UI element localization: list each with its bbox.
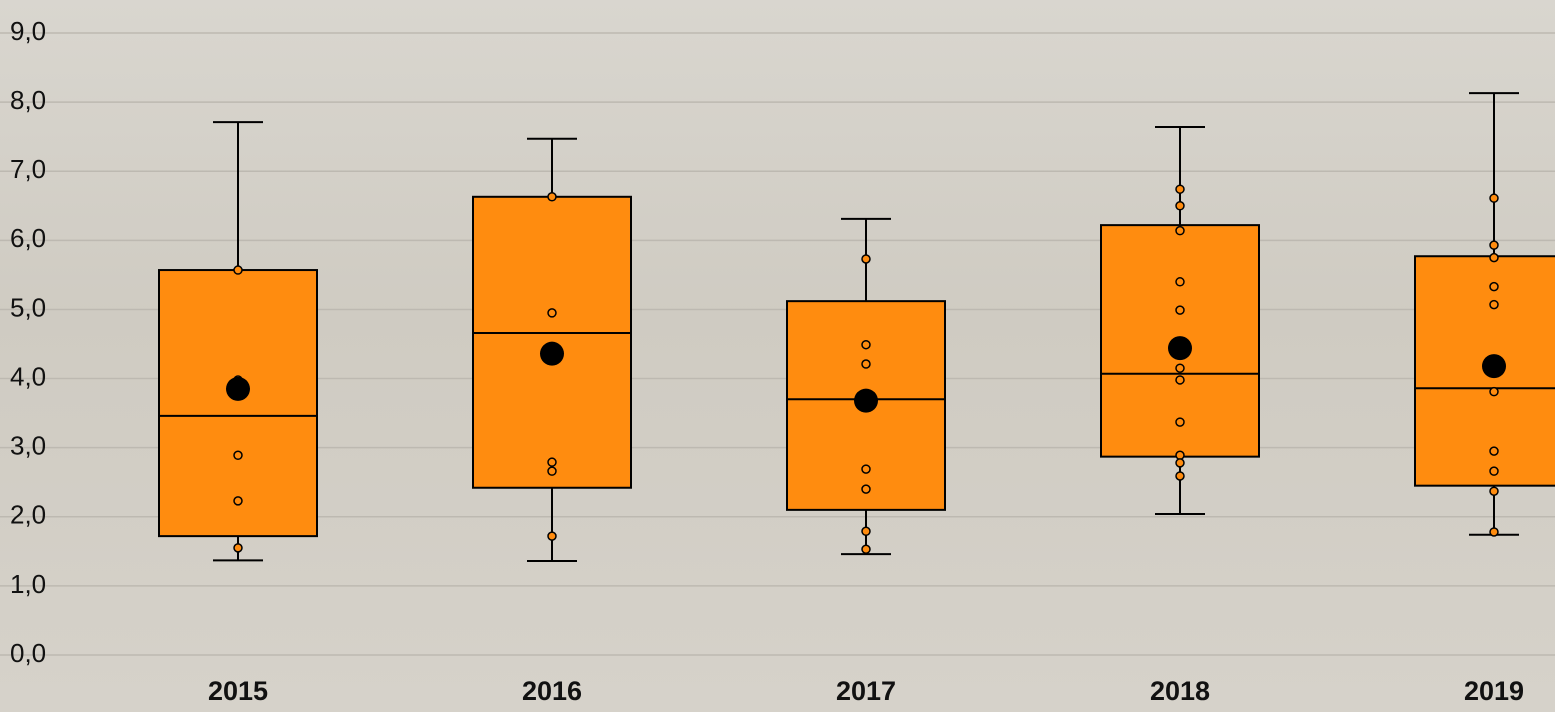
y-tick-label: 0,0 (10, 638, 46, 668)
mean-marker (854, 388, 878, 413)
data-point (547, 308, 557, 318)
data-point (1175, 305, 1185, 315)
y-tick-label: 5,0 (10, 292, 46, 322)
y-tick-label: 4,0 (10, 361, 46, 391)
data-point (547, 531, 557, 541)
data-point (547, 192, 557, 202)
data-point (1175, 277, 1185, 287)
data-point (1175, 363, 1185, 373)
box (472, 195, 632, 489)
data-point (547, 457, 557, 467)
data-point (1489, 240, 1499, 250)
x-tick-label: 2015 (208, 676, 268, 706)
x-tick-label: 2017 (836, 676, 896, 706)
data-point (1489, 299, 1499, 310)
data-point (233, 450, 243, 461)
data-point (1489, 193, 1499, 203)
data-point (233, 543, 243, 553)
mean-marker (1168, 336, 1192, 361)
data-point (861, 339, 871, 350)
data-point (1175, 201, 1185, 211)
data-point (861, 484, 871, 494)
data-point (1489, 527, 1499, 537)
data-point (1489, 446, 1499, 456)
data-point (1489, 386, 1499, 397)
box (158, 269, 318, 538)
data-point (1489, 466, 1499, 476)
x-tick-label: 2016 (522, 676, 582, 706)
x-tick-label: 2019 (1464, 676, 1524, 706)
data-point (861, 464, 871, 474)
y-tick-label: 3,0 (10, 431, 46, 461)
data-point (1489, 281, 1499, 292)
data-point (1489, 252, 1499, 263)
data-point (233, 496, 243, 506)
data-point (1175, 450, 1185, 461)
y-tick-label: 8,0 (10, 85, 46, 115)
data-point (1175, 225, 1185, 236)
data-point (861, 526, 871, 537)
x-tick-label: 2018 (1150, 676, 1210, 706)
y-tick-label: 6,0 (10, 223, 46, 253)
data-point (1175, 184, 1185, 194)
y-tick-label: 1,0 (10, 569, 46, 599)
data-point (233, 265, 243, 275)
mean-marker (1482, 354, 1506, 379)
data-point (861, 544, 871, 555)
data-point (547, 466, 557, 476)
data-point (1175, 471, 1185, 481)
data-point (1175, 375, 1185, 385)
data-point (861, 359, 871, 369)
data-point (1489, 486, 1499, 496)
y-tick-label: 7,0 (10, 154, 46, 184)
mean-marker (226, 376, 250, 401)
data-point (1175, 417, 1185, 427)
data-point (1175, 458, 1185, 468)
data-point (861, 254, 871, 264)
y-tick-label: 9,0 (10, 16, 46, 46)
y-tick-label: 2,0 (10, 500, 46, 530)
mean-marker (540, 341, 564, 366)
